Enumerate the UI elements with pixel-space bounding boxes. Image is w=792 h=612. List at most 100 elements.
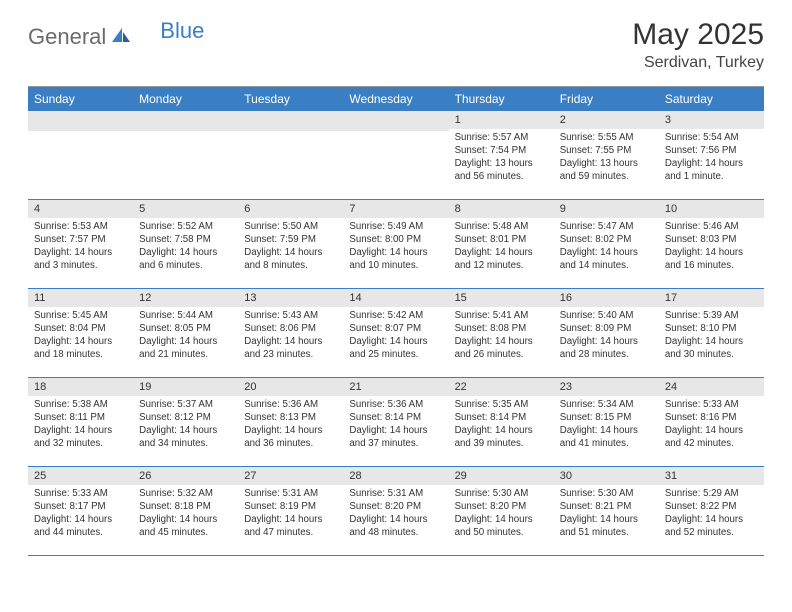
day-number: 12 [133,289,238,307]
day-cell: 5Sunrise: 5:52 AMSunset: 7:58 PMDaylight… [133,200,238,288]
day-body: Sunrise: 5:43 AMSunset: 8:06 PMDaylight:… [238,307,343,367]
day-body: Sunrise: 5:53 AMSunset: 7:57 PMDaylight:… [28,218,133,278]
day-body: Sunrise: 5:30 AMSunset: 8:20 PMDaylight:… [449,485,554,545]
day-body: Sunrise: 5:31 AMSunset: 8:20 PMDaylight:… [343,485,448,545]
day-body: Sunrise: 5:37 AMSunset: 8:12 PMDaylight:… [133,396,238,456]
day-number: 10 [659,200,764,218]
day-cell: 29Sunrise: 5:30 AMSunset: 8:20 PMDayligh… [449,467,554,555]
day-header-cell: Thursday [449,87,554,111]
day-body: Sunrise: 5:40 AMSunset: 8:09 PMDaylight:… [554,307,659,367]
day-number: 31 [659,467,764,485]
day-body: Sunrise: 5:31 AMSunset: 8:19 PMDaylight:… [238,485,343,545]
day-header-row: SundayMondayTuesdayWednesdayThursdayFrid… [28,87,764,111]
day-number: 19 [133,378,238,396]
location: Serdivan, Turkey [632,54,764,72]
day-header-cell: Wednesday [343,87,448,111]
day-number: 9 [554,200,659,218]
day-number: 27 [238,467,343,485]
week-row: 11Sunrise: 5:45 AMSunset: 8:04 PMDayligh… [28,289,764,378]
day-number: 17 [659,289,764,307]
day-number: 3 [659,111,764,129]
day-number [133,111,238,131]
day-cell: 31Sunrise: 5:29 AMSunset: 8:22 PMDayligh… [659,467,764,555]
day-body: Sunrise: 5:47 AMSunset: 8:02 PMDaylight:… [554,218,659,278]
day-cell: 3Sunrise: 5:54 AMSunset: 7:56 PMDaylight… [659,111,764,199]
day-number: 26 [133,467,238,485]
day-number: 23 [554,378,659,396]
day-cell: 20Sunrise: 5:36 AMSunset: 8:13 PMDayligh… [238,378,343,466]
day-number: 15 [449,289,554,307]
day-cell: 27Sunrise: 5:31 AMSunset: 8:19 PMDayligh… [238,467,343,555]
day-cell: 23Sunrise: 5:34 AMSunset: 8:15 PMDayligh… [554,378,659,466]
day-cell: 17Sunrise: 5:39 AMSunset: 8:10 PMDayligh… [659,289,764,377]
empty-cell [133,111,238,199]
day-body: Sunrise: 5:50 AMSunset: 7:59 PMDaylight:… [238,218,343,278]
day-header-cell: Sunday [28,87,133,111]
day-cell: 19Sunrise: 5:37 AMSunset: 8:12 PMDayligh… [133,378,238,466]
empty-cell [238,111,343,199]
day-body: Sunrise: 5:52 AMSunset: 7:58 PMDaylight:… [133,218,238,278]
day-body: Sunrise: 5:39 AMSunset: 8:10 PMDaylight:… [659,307,764,367]
day-header-cell: Friday [554,87,659,111]
logo-text-general: General [28,24,106,50]
day-body: Sunrise: 5:33 AMSunset: 8:16 PMDaylight:… [659,396,764,456]
day-body: Sunrise: 5:33 AMSunset: 8:17 PMDaylight:… [28,485,133,545]
day-number: 6 [238,200,343,218]
day-body: Sunrise: 5:55 AMSunset: 7:55 PMDaylight:… [554,129,659,189]
day-header-cell: Tuesday [238,87,343,111]
day-cell: 22Sunrise: 5:35 AMSunset: 8:14 PMDayligh… [449,378,554,466]
day-cell: 25Sunrise: 5:33 AMSunset: 8:17 PMDayligh… [28,467,133,555]
day-number: 2 [554,111,659,129]
day-body: Sunrise: 5:36 AMSunset: 8:13 PMDaylight:… [238,396,343,456]
day-cell: 21Sunrise: 5:36 AMSunset: 8:14 PMDayligh… [343,378,448,466]
day-number: 7 [343,200,448,218]
day-body: Sunrise: 5:54 AMSunset: 7:56 PMDaylight:… [659,129,764,189]
day-number: 5 [133,200,238,218]
day-body: Sunrise: 5:49 AMSunset: 8:00 PMDaylight:… [343,218,448,278]
day-header-cell: Saturday [659,87,764,111]
month-title: May 2025 [632,18,764,52]
week-row: 25Sunrise: 5:33 AMSunset: 8:17 PMDayligh… [28,467,764,556]
day-cell: 13Sunrise: 5:43 AMSunset: 8:06 PMDayligh… [238,289,343,377]
day-body: Sunrise: 5:44 AMSunset: 8:05 PMDaylight:… [133,307,238,367]
day-number: 20 [238,378,343,396]
empty-cell [343,111,448,199]
day-number [343,111,448,131]
day-cell: 2Sunrise: 5:55 AMSunset: 7:55 PMDaylight… [554,111,659,199]
day-number: 30 [554,467,659,485]
day-header-cell: Monday [133,87,238,111]
day-body: Sunrise: 5:46 AMSunset: 8:03 PMDaylight:… [659,218,764,278]
day-number: 16 [554,289,659,307]
day-number: 1 [449,111,554,129]
day-cell: 30Sunrise: 5:30 AMSunset: 8:21 PMDayligh… [554,467,659,555]
day-number: 13 [238,289,343,307]
day-cell: 1Sunrise: 5:57 AMSunset: 7:54 PMDaylight… [449,111,554,199]
empty-cell [28,111,133,199]
day-number: 24 [659,378,764,396]
day-number: 29 [449,467,554,485]
day-number: 8 [449,200,554,218]
day-number: 18 [28,378,133,396]
day-number: 11 [28,289,133,307]
logo: General Blue [28,24,204,50]
calendar: SundayMondayTuesdayWednesdayThursdayFrid… [28,86,764,556]
day-number: 28 [343,467,448,485]
day-cell: 26Sunrise: 5:32 AMSunset: 8:18 PMDayligh… [133,467,238,555]
day-number: 14 [343,289,448,307]
logo-text-blue: Blue [160,18,204,44]
day-number [28,111,133,131]
day-body: Sunrise: 5:38 AMSunset: 8:11 PMDaylight:… [28,396,133,456]
day-cell: 14Sunrise: 5:42 AMSunset: 8:07 PMDayligh… [343,289,448,377]
day-cell: 6Sunrise: 5:50 AMSunset: 7:59 PMDaylight… [238,200,343,288]
day-body: Sunrise: 5:29 AMSunset: 8:22 PMDaylight:… [659,485,764,545]
day-number: 4 [28,200,133,218]
week-row: 18Sunrise: 5:38 AMSunset: 8:11 PMDayligh… [28,378,764,467]
day-cell: 11Sunrise: 5:45 AMSunset: 8:04 PMDayligh… [28,289,133,377]
day-cell: 4Sunrise: 5:53 AMSunset: 7:57 PMDaylight… [28,200,133,288]
title-block: May 2025 Serdivan, Turkey [632,18,764,72]
week-row: 1Sunrise: 5:57 AMSunset: 7:54 PMDaylight… [28,111,764,200]
day-cell: 15Sunrise: 5:41 AMSunset: 8:08 PMDayligh… [449,289,554,377]
sail-icon [110,26,132,49]
day-cell: 12Sunrise: 5:44 AMSunset: 8:05 PMDayligh… [133,289,238,377]
day-body: Sunrise: 5:48 AMSunset: 8:01 PMDaylight:… [449,218,554,278]
